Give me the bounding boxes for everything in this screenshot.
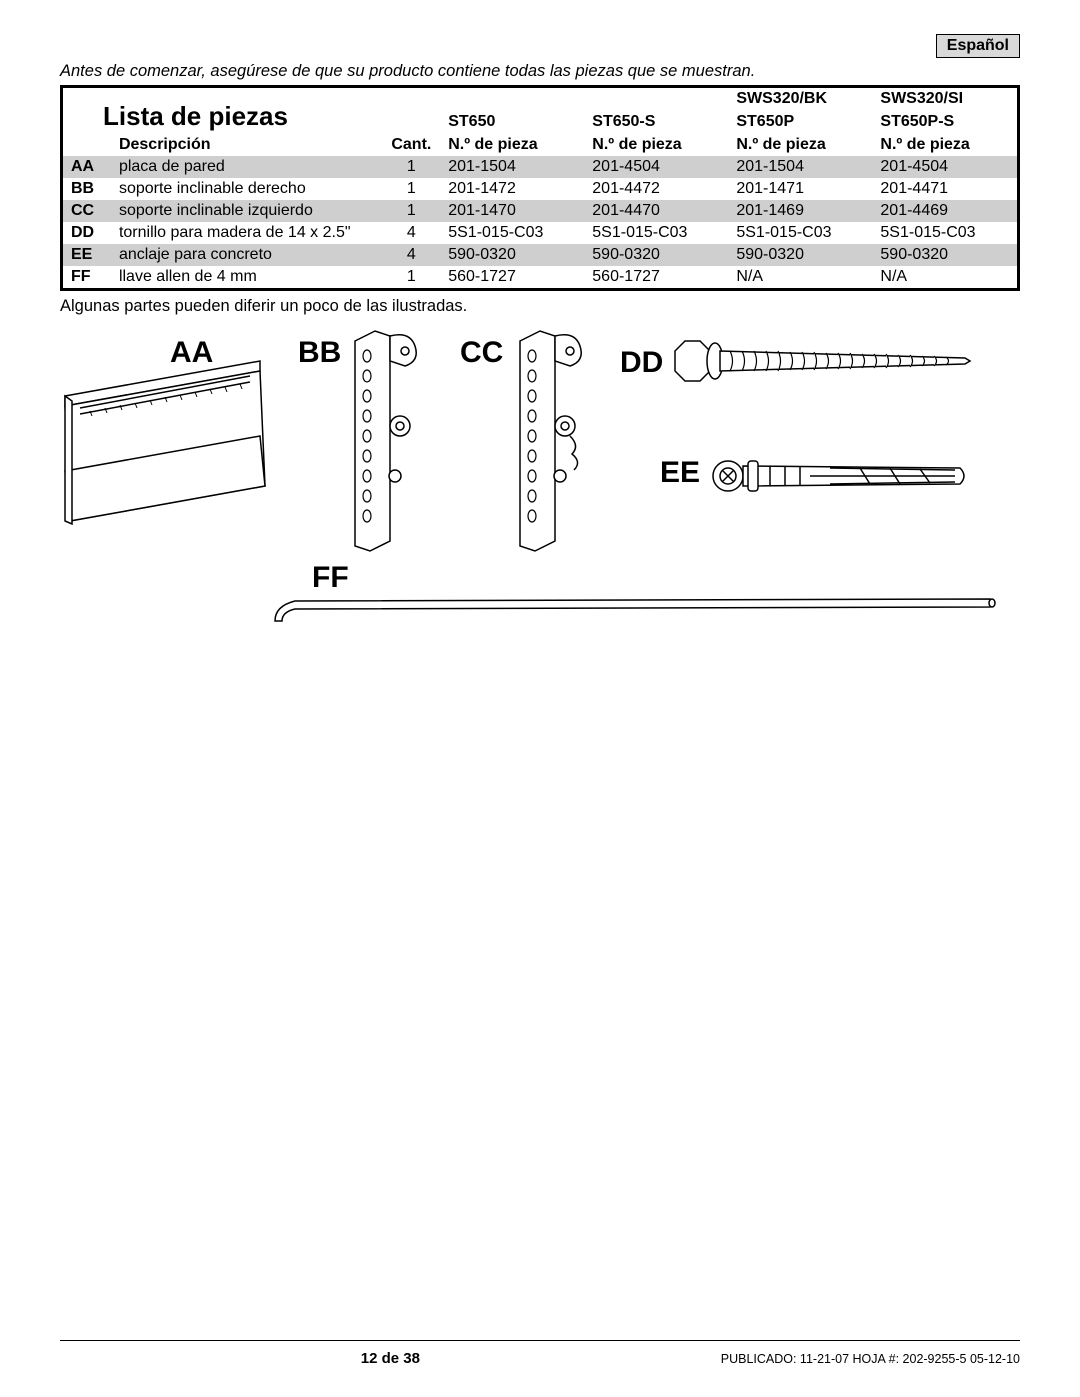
row-part-1: 590-0320: [586, 244, 730, 266]
hdr-partno-1: N.º de pieza: [586, 134, 730, 156]
row-code: CC: [62, 200, 113, 222]
row-desc: anclaje para concreto: [113, 244, 381, 266]
row-code: BB: [62, 178, 113, 200]
label-dd: DD: [620, 346, 663, 380]
row-qty: 4: [380, 222, 442, 244]
page-number: 12 de 38: [361, 1350, 420, 1367]
illus-ff-wrench: [270, 566, 1000, 626]
row-part-1: 201-4472: [586, 178, 730, 200]
row-qty: 1: [380, 178, 442, 200]
row-part-0: 590-0320: [442, 244, 586, 266]
row-part-1: 201-4470: [586, 200, 730, 222]
illus-cc-bracket: [500, 326, 610, 556]
table-row: AAplaca de pared1201-1504201-4504201-150…: [62, 156, 1019, 178]
table-header-row-3: Descripción Cant. N.º de pieza N.º de pi…: [62, 134, 1019, 156]
row-part-2: 5S1-015-C03: [730, 222, 874, 244]
row-part-0: 201-1472: [442, 178, 586, 200]
row-desc: soporte inclinable izquierdo: [113, 200, 381, 222]
row-code: AA: [62, 156, 113, 178]
model-top-0: [442, 87, 586, 112]
language-tag: Español: [936, 34, 1020, 58]
illus-aa-wallplate: [60, 356, 280, 526]
row-qty: 4: [380, 244, 442, 266]
row-part-2: 201-1504: [730, 156, 874, 178]
row-part-3: 201-4469: [874, 200, 1018, 222]
model-mid-0: ST650: [442, 111, 586, 134]
row-code: EE: [62, 244, 113, 266]
row-part-2: 201-1471: [730, 178, 874, 200]
row-code: DD: [62, 222, 113, 244]
row-qty: 1: [380, 200, 442, 222]
illus-ee-anchor: [710, 446, 970, 506]
hdr-qty: Cant.: [380, 134, 442, 156]
table-row: BBsoporte inclinable derecho1201-1472201…: [62, 178, 1019, 200]
model-top-1: [586, 87, 730, 112]
row-part-2: N/A: [730, 266, 874, 290]
row-part-1: 560-1727: [586, 266, 730, 290]
hdr-partno-3: N.º de pieza: [874, 134, 1018, 156]
parts-illustration-area: AA BB: [60, 326, 1020, 646]
table-row: FFllave allen de 4 mm1560-1727560-1727N/…: [62, 266, 1019, 290]
table-row: DDtornillo para madera de 14 x 2.5"45S1-…: [62, 222, 1019, 244]
hdr-desc: Descripción: [113, 134, 381, 156]
model-mid-2: ST650P: [730, 111, 874, 134]
row-qty: 1: [380, 156, 442, 178]
hdr-partno-0: N.º de pieza: [442, 134, 586, 156]
row-part-2: 201-1469: [730, 200, 874, 222]
row-desc: placa de pared: [113, 156, 381, 178]
note-text: Algunas partes pueden diferir un poco de…: [60, 297, 1020, 316]
table-row: EEanclaje para concreto4590-0320590-0320…: [62, 244, 1019, 266]
footer-rule: [60, 1340, 1020, 1341]
row-part-0: 5S1-015-C03: [442, 222, 586, 244]
table-header-row-1: Lista de piezas SWS320/BK SWS320/SI: [62, 87, 1019, 112]
row-part-3: 5S1-015-C03: [874, 222, 1018, 244]
row-part-3: 590-0320: [874, 244, 1018, 266]
label-ee: EE: [660, 456, 700, 490]
illus-dd-screw: [670, 336, 980, 391]
row-desc: tornillo para madera de 14 x 2.5": [113, 222, 381, 244]
row-desc: llave allen de 4 mm: [113, 266, 381, 290]
row-part-1: 5S1-015-C03: [586, 222, 730, 244]
row-part-1: 201-4504: [586, 156, 730, 178]
row-qty: 1: [380, 266, 442, 290]
row-part-0: 560-1727: [442, 266, 586, 290]
row-part-3: 201-4471: [874, 178, 1018, 200]
label-cc: CC: [460, 336, 503, 370]
table-title: Lista de piezas: [62, 87, 443, 135]
model-top-3: SWS320/SI: [874, 87, 1018, 112]
row-part-3: 201-4504: [874, 156, 1018, 178]
row-part-0: 201-1470: [442, 200, 586, 222]
table-row: CCsoporte inclinable izquierdo1201-14702…: [62, 200, 1019, 222]
model-mid-1: ST650-S: [586, 111, 730, 134]
row-part-0: 201-1504: [442, 156, 586, 178]
row-code: FF: [62, 266, 113, 290]
intro-text: Antes de comenzar, asegúrese de que su p…: [60, 62, 1020, 81]
model-mid-3: ST650P-S: [874, 111, 1018, 134]
illus-bb-bracket: [335, 326, 445, 556]
model-top-2: SWS320/BK: [730, 87, 874, 112]
parts-table: Lista de piezas SWS320/BK SWS320/SI ST65…: [60, 85, 1020, 291]
row-desc: soporte inclinable derecho: [113, 178, 381, 200]
page-footer: 12 de 38 PUBLICADO: 11-21-07 HOJA #: 202…: [60, 1350, 1020, 1367]
row-part-2: 590-0320: [730, 244, 874, 266]
footer-meta: PUBLICADO: 11-21-07 HOJA #: 202-9255-5 0…: [721, 1352, 1020, 1366]
hdr-partno-2: N.º de pieza: [730, 134, 874, 156]
row-part-3: N/A: [874, 266, 1018, 290]
